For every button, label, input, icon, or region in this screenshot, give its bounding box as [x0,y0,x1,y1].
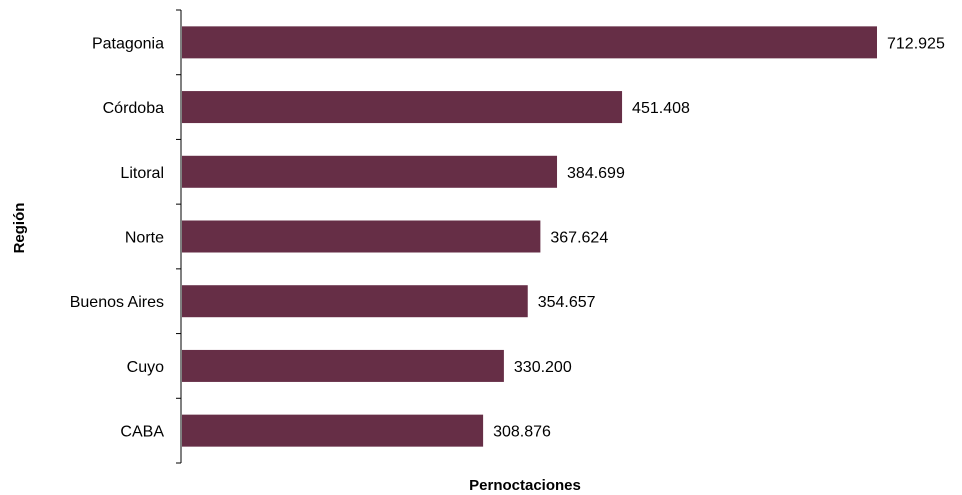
category-label: Patagonia [92,35,164,52]
data-label: 367.624 [550,230,608,247]
category-label: Cuyo [127,359,164,376]
data-label: 354.657 [538,294,596,311]
category-label: Buenos Aires [70,294,164,311]
category-label: Norte [125,230,164,247]
category-label: CABA [120,424,164,441]
data-label: 330.200 [514,359,572,376]
x-axis-title: Pernoctaciones [469,477,581,494]
y-axis-title: Región [11,203,28,254]
y-axis [176,9,182,464]
data-label: 384.699 [567,165,625,182]
bar [182,91,623,124]
bars-group [182,26,877,447]
category-labels: Patagonia Córdoba Litoral Norte Buenos Aires… [70,35,165,440]
category-label: Córdoba [103,100,164,117]
bar [182,155,558,188]
data-labels: 712.925 451.408 384.699 367.624 354.657 330.2… [493,35,945,440]
data-label: 451.408 [632,100,690,117]
bar [182,414,484,447]
bar [182,349,504,382]
bar [182,26,877,59]
data-label: 712.925 [887,35,945,52]
bar [182,220,541,253]
category-label: Litoral [120,165,164,182]
bar [182,285,528,318]
data-label: 308.876 [493,424,551,441]
